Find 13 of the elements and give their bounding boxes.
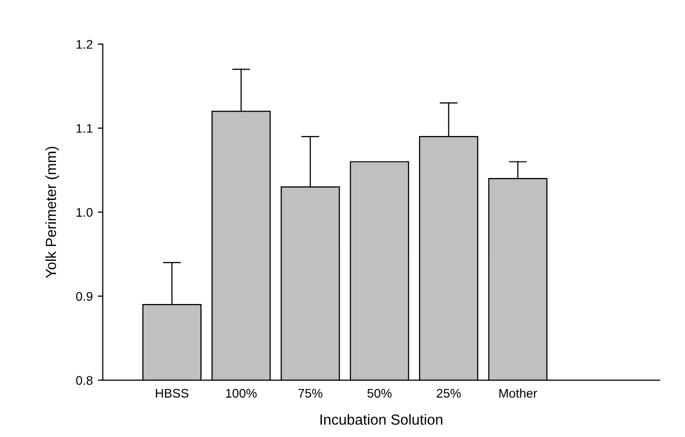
- y-tick-label: 1.0: [76, 208, 93, 217]
- x-tick-label: 75%: [298, 388, 322, 398]
- y-tick-label: 0.8: [76, 376, 92, 385]
- x-tick-label: Mother: [499, 388, 538, 398]
- x-axis-title: Incubation Solution: [320, 414, 442, 425]
- x-tick-label: 50%: [367, 388, 392, 398]
- y-tick-label: 1.1: [76, 124, 92, 133]
- x-tick-label: 100%: [226, 388, 257, 398]
- x-tick-label: 25%: [436, 388, 461, 398]
- x-tick-label: HBSS: [156, 388, 188, 398]
- y-tick-label: 0.9: [76, 292, 92, 301]
- y-axis-title: Yolk Perimeter (mm): [45, 146, 59, 278]
- y-tick-label: 1.2: [76, 40, 92, 49]
